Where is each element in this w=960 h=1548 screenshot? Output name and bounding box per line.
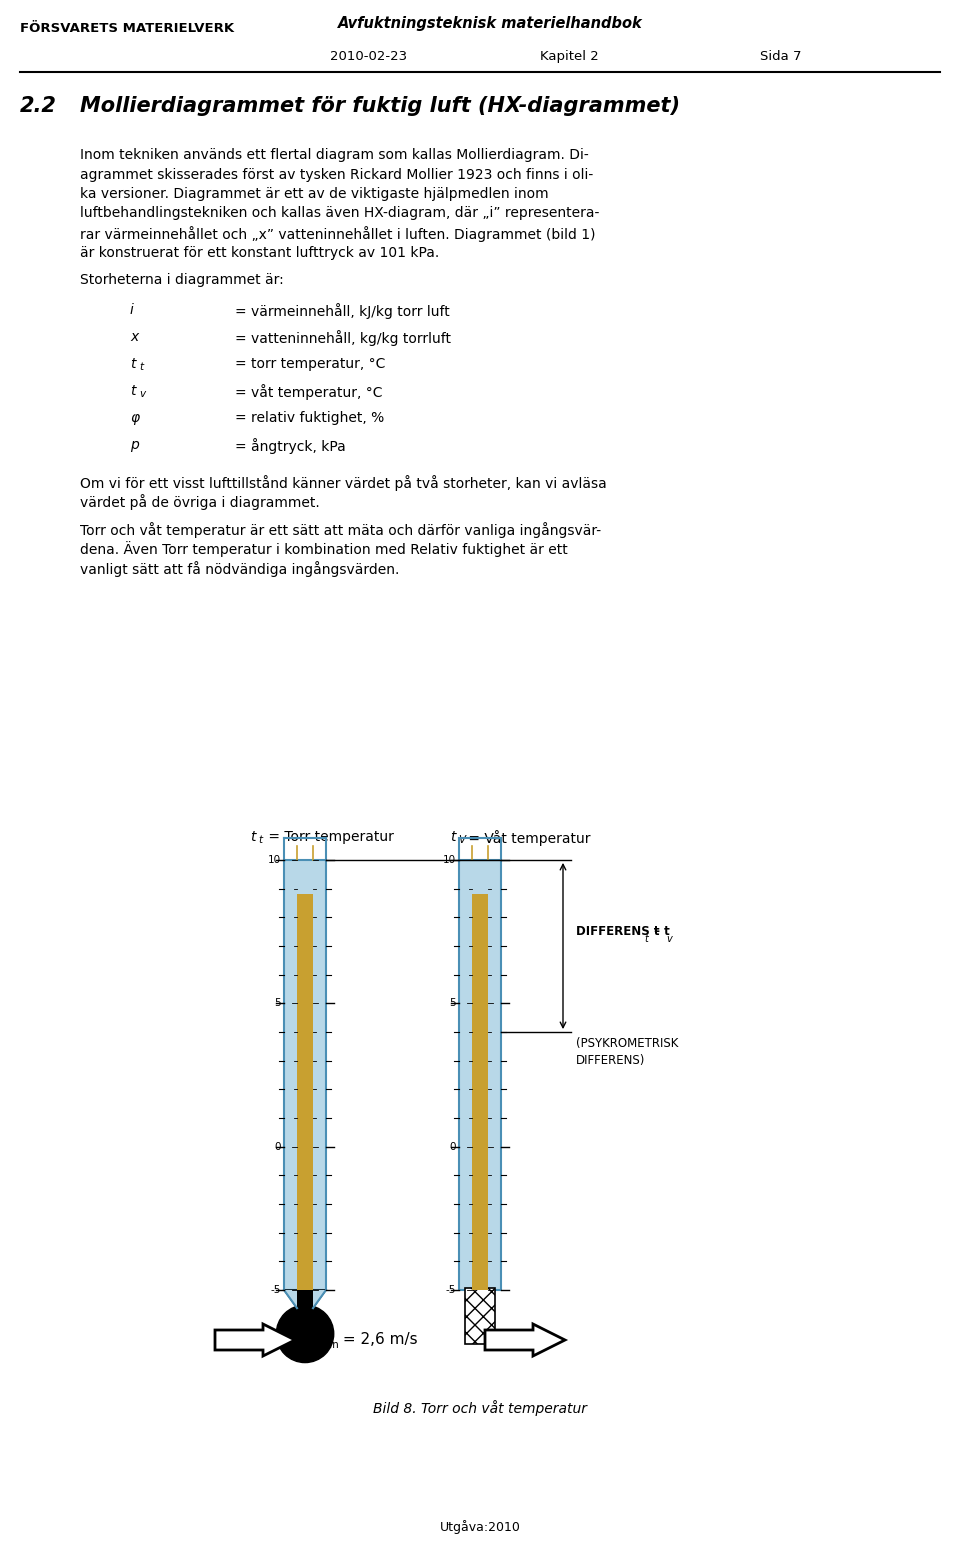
Text: = Våt temperatur: = Våt temperatur [464, 830, 590, 845]
Text: V: V [310, 1333, 321, 1347]
Polygon shape [284, 1289, 326, 1313]
Text: agrammet skisserades först av tysken Rickard Mollier 1923 och finns i oli-: agrammet skisserades först av tysken Ric… [80, 167, 593, 181]
Text: – t: – t [650, 926, 670, 938]
Circle shape [276, 1305, 334, 1362]
Text: 2010-02-23: 2010-02-23 [330, 50, 407, 63]
Text: Bild 8. Torr och våt temperatur: Bild 8. Torr och våt temperatur [373, 1399, 587, 1416]
Text: = värmeinnehåll, kJ/kg torr luft: = värmeinnehåll, kJ/kg torr luft [235, 303, 449, 319]
Text: v: v [139, 389, 145, 399]
Text: 5: 5 [275, 998, 281, 1008]
Text: V: V [458, 834, 466, 845]
Text: Torr och våt temperatur är ett sätt att mäta och därför vanliga ingångsvär-: Torr och våt temperatur är ett sätt att … [80, 522, 601, 539]
Text: (PSYKROMETRISK
DIFFERENS): (PSYKROMETRISK DIFFERENS) [576, 1037, 679, 1067]
Text: 0: 0 [275, 1142, 281, 1152]
Text: -5: -5 [271, 1285, 281, 1296]
Bar [472, 895, 488, 1289]
Text: t: t [130, 358, 135, 372]
Polygon shape [313, 1289, 326, 1308]
Text: 10: 10 [268, 854, 281, 865]
Bar [284, 861, 326, 1289]
Text: = torr temperatur, °C: = torr temperatur, °C [235, 358, 385, 372]
Text: Mollierdiagrammet för fuktig luft (HX-diagrammet): Mollierdiagrammet för fuktig luft (HX-di… [80, 96, 680, 116]
Text: t: t [450, 830, 455, 844]
Text: Avfuktningsteknisk materielhandbok: Avfuktningsteknisk materielhandbok [338, 15, 642, 31]
Text: t: t [130, 384, 135, 398]
Text: t: t [250, 830, 255, 844]
Text: p: p [130, 438, 139, 452]
Bar [297, 895, 313, 1289]
Text: är konstruerat för ett konstant lufttryck av 101 kPa.: är konstruerat för ett konstant lufttryc… [80, 246, 440, 260]
Polygon shape [284, 1289, 297, 1308]
Text: v: v [666, 933, 672, 944]
Text: x: x [130, 330, 138, 344]
Text: Kapitel 2: Kapitel 2 [540, 50, 599, 63]
Text: -5: -5 [445, 1285, 456, 1296]
Text: rar värmeinnehållet och „x” vatteninnehållet i luften. Diagrammet (bild 1): rar värmeinnehållet och „x” vatteninnehå… [80, 226, 595, 241]
Text: t: t [644, 933, 648, 944]
Text: min: min [319, 1341, 339, 1350]
Polygon shape [215, 1324, 295, 1356]
Text: φ: φ [130, 412, 139, 426]
Text: t: t [139, 362, 143, 372]
Text: ka versioner. Diagrammet är ett av de viktigaste hjälpmedlen inom: ka versioner. Diagrammet är ett av de vi… [80, 187, 548, 201]
Text: i: i [130, 303, 133, 317]
Text: = vatteninnehåll, kg/kg torrluft: = vatteninnehåll, kg/kg torrluft [235, 330, 451, 345]
Text: luftbehandlingstekniken och kallas även HX-diagram, där „i” representera-: luftbehandlingstekniken och kallas även … [80, 206, 599, 220]
Text: 0: 0 [449, 1142, 456, 1152]
Text: Storheterna i diagrammet är:: Storheterna i diagrammet är: [80, 272, 284, 286]
Bar [466, 1288, 494, 1344]
Bar [459, 861, 501, 1289]
Text: Sida 7: Sida 7 [760, 50, 802, 63]
Text: FÖRSVARETS MATERIELVERK: FÖRSVARETS MATERIELVERK [20, 22, 234, 36]
Text: DIFFERENS t: DIFFERENS t [576, 926, 660, 938]
Text: = våt temperatur, °C: = våt temperatur, °C [235, 384, 382, 399]
Text: Om vi för ett visst lufttillstånd känner värdet på två storheter, kan vi avläsa: Om vi för ett visst lufttillstånd känner… [80, 475, 607, 491]
Text: 5: 5 [449, 998, 456, 1008]
Text: vanligt sätt att få nödvändiga ingångsvärden.: vanligt sätt att få nödvändiga ingångsvä… [80, 560, 399, 577]
Text: 2.2: 2.2 [20, 96, 57, 116]
Text: Inom tekniken används ett flertal diagram som kallas Mollierdiagram. Di-: Inom tekniken används ett flertal diagra… [80, 149, 588, 163]
Text: = relativ fuktighet, %: = relativ fuktighet, % [235, 412, 384, 426]
Text: värdet på de övriga i diagrammet.: värdet på de övriga i diagrammet. [80, 494, 320, 511]
Text: Utgåva:2010: Utgåva:2010 [440, 1520, 520, 1534]
Text: = Torr temperatur: = Torr temperatur [264, 830, 394, 844]
Text: dena. Även Torr temperatur i kombination med Relativ fuktighet är ett: dena. Även Torr temperatur i kombination… [80, 542, 567, 557]
Text: = 2,6 m/s: = 2,6 m/s [338, 1333, 418, 1347]
Polygon shape [485, 1324, 565, 1356]
Text: = ångtryck, kPa: = ångtryck, kPa [235, 438, 346, 454]
Text: t: t [258, 834, 262, 845]
Text: 10: 10 [443, 854, 456, 865]
